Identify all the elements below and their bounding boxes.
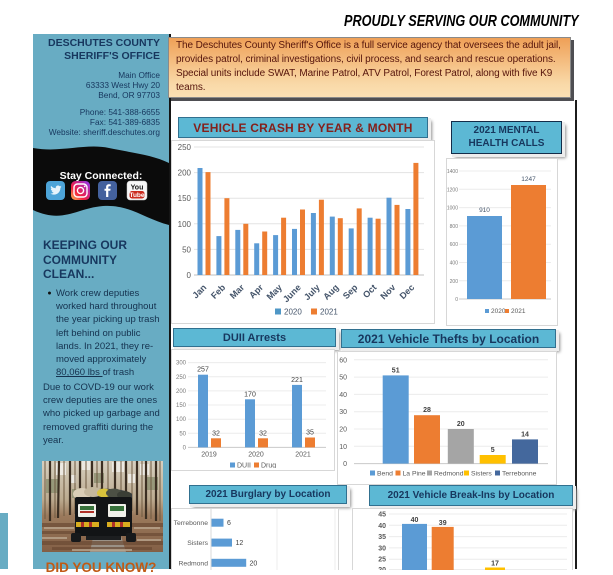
svg-text:257: 257 bbox=[197, 367, 209, 374]
svg-text:25: 25 bbox=[378, 557, 386, 564]
svg-text:60: 60 bbox=[339, 357, 347, 364]
svg-text:221: 221 bbox=[291, 377, 303, 384]
svg-text:2020: 2020 bbox=[491, 308, 506, 315]
svg-text:20: 20 bbox=[339, 427, 347, 434]
svg-text:2020: 2020 bbox=[248, 452, 264, 459]
svg-text:170: 170 bbox=[244, 391, 256, 398]
svg-text:Apr: Apr bbox=[247, 282, 265, 300]
svg-text:You: You bbox=[131, 185, 144, 192]
svg-text:Sisters: Sisters bbox=[471, 471, 492, 478]
svg-text:2019: 2019 bbox=[201, 452, 217, 459]
svg-text:Nov: Nov bbox=[378, 282, 397, 301]
svg-text:30: 30 bbox=[339, 409, 347, 416]
svg-text:200: 200 bbox=[178, 169, 192, 178]
svg-text:32: 32 bbox=[212, 430, 220, 437]
svg-text:10: 10 bbox=[339, 444, 347, 451]
svg-text:0: 0 bbox=[455, 297, 458, 303]
svg-text:100: 100 bbox=[178, 220, 192, 229]
svg-text:Redmond: Redmond bbox=[434, 471, 464, 478]
svg-text:Tube: Tube bbox=[129, 192, 144, 199]
svg-text:40: 40 bbox=[378, 523, 386, 530]
svg-text:Redmond: Redmond bbox=[179, 560, 209, 567]
svg-text:2021: 2021 bbox=[320, 308, 338, 317]
svg-text:0: 0 bbox=[187, 271, 192, 280]
svg-text:5: 5 bbox=[491, 447, 495, 454]
svg-text:2020: 2020 bbox=[284, 308, 302, 317]
svg-text:400: 400 bbox=[450, 261, 459, 267]
svg-text:40: 40 bbox=[339, 392, 347, 399]
svg-text:May: May bbox=[265, 282, 284, 301]
svg-text:1247: 1247 bbox=[521, 176, 536, 183]
svg-text:Sep: Sep bbox=[341, 282, 360, 301]
svg-text:June: June bbox=[281, 282, 303, 304]
svg-text:6: 6 bbox=[227, 520, 231, 527]
svg-text:50: 50 bbox=[179, 431, 186, 437]
svg-text:2021: 2021 bbox=[295, 452, 311, 459]
svg-text:Oct: Oct bbox=[361, 282, 379, 300]
svg-text:Feb: Feb bbox=[209, 282, 228, 301]
svg-text:17: 17 bbox=[491, 561, 499, 568]
svg-text:250: 250 bbox=[178, 143, 192, 152]
svg-text:250: 250 bbox=[176, 375, 187, 381]
svg-text:14: 14 bbox=[521, 431, 529, 438]
svg-text:32: 32 bbox=[259, 430, 267, 437]
svg-text:12: 12 bbox=[236, 540, 244, 547]
svg-text:100: 100 bbox=[176, 417, 187, 423]
svg-text:Aug: Aug bbox=[321, 282, 340, 301]
svg-text:Terrebonne: Terrebonne bbox=[502, 471, 537, 478]
svg-text:Terrebonne: Terrebonne bbox=[174, 520, 209, 527]
svg-text:150: 150 bbox=[178, 194, 192, 203]
svg-text:50: 50 bbox=[182, 245, 191, 254]
svg-text:Mar: Mar bbox=[228, 282, 247, 301]
svg-text:300: 300 bbox=[176, 361, 187, 367]
svg-text:39: 39 bbox=[439, 520, 447, 527]
svg-text:28: 28 bbox=[423, 407, 431, 414]
svg-text:1400: 1400 bbox=[447, 169, 458, 175]
svg-text:20: 20 bbox=[250, 560, 258, 567]
svg-text:910: 910 bbox=[479, 207, 490, 214]
svg-text:DUII: DUII bbox=[237, 463, 251, 469]
svg-text:800: 800 bbox=[450, 224, 459, 230]
svg-text:Drug: Drug bbox=[261, 463, 276, 469]
svg-text:Stay Connected:: Stay Connected: bbox=[60, 170, 143, 182]
svg-text:20: 20 bbox=[457, 421, 465, 428]
svg-text:51: 51 bbox=[392, 367, 400, 374]
svg-text:0: 0 bbox=[343, 461, 347, 468]
svg-text:200: 200 bbox=[450, 279, 459, 285]
svg-text:600: 600 bbox=[450, 242, 459, 248]
svg-text:40: 40 bbox=[411, 517, 419, 524]
svg-text:0: 0 bbox=[183, 445, 187, 451]
svg-text:35: 35 bbox=[378, 534, 386, 541]
svg-text:2021: 2021 bbox=[511, 308, 526, 315]
svg-text:35: 35 bbox=[306, 430, 314, 437]
svg-text:July: July bbox=[302, 282, 322, 302]
svg-text:1200: 1200 bbox=[447, 187, 458, 193]
svg-text:Dec: Dec bbox=[398, 282, 417, 301]
svg-text:50: 50 bbox=[339, 375, 347, 382]
svg-text:La Pine: La Pine bbox=[403, 471, 426, 478]
svg-text:30: 30 bbox=[378, 545, 386, 552]
svg-text:150: 150 bbox=[176, 403, 187, 409]
svg-text:45: 45 bbox=[378, 512, 386, 519]
svg-text:Jan: Jan bbox=[190, 282, 208, 300]
svg-text:Sisters: Sisters bbox=[187, 540, 208, 547]
svg-text:Bend: Bend bbox=[377, 471, 393, 478]
svg-text:1000: 1000 bbox=[447, 206, 458, 212]
svg-text:200: 200 bbox=[176, 389, 187, 395]
